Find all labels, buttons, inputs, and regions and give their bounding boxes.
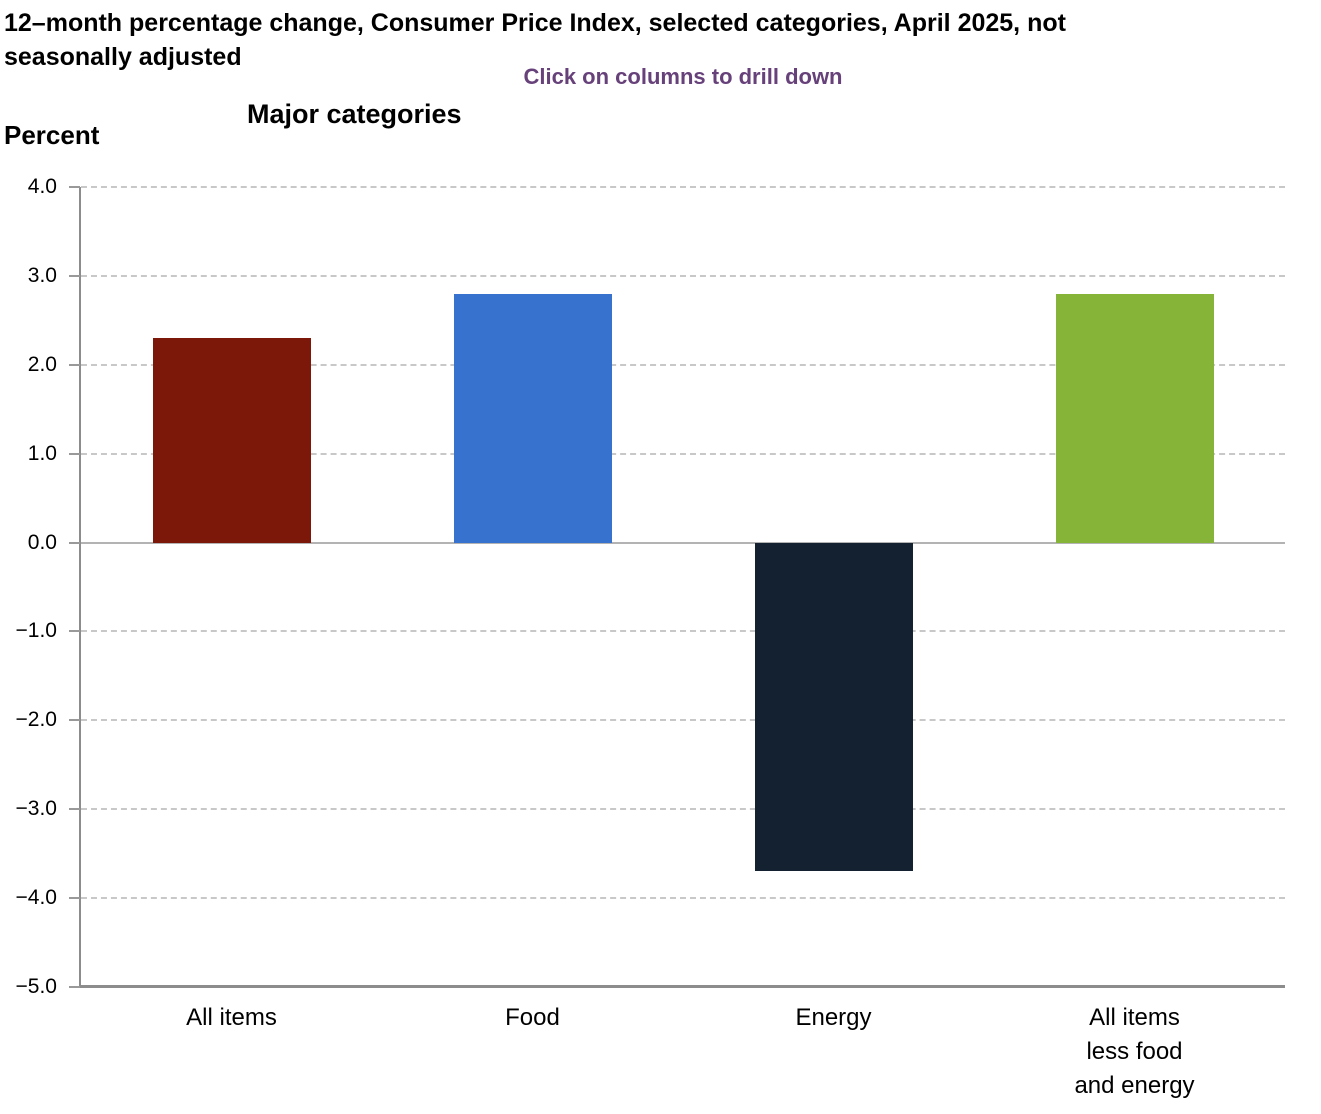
- y-axis-tick-label: 1.0: [27, 441, 57, 465]
- x-axis-label-all-items-less-food-and-energy: All items less food and energy: [1074, 1004, 1195, 1099]
- bar-all-items[interactable]: [152, 338, 311, 543]
- page-title-line-1: 12–month percentage change, Consumer Pri…: [4, 9, 1066, 37]
- x-axis-bottom-line: [79, 985, 1285, 988]
- bar-all-items-less-food-and-energy[interactable]: [1055, 293, 1214, 543]
- y-axis-tick-label: 0.0: [27, 530, 57, 554]
- plot-area: [79, 186, 1285, 988]
- gridline: [81, 186, 1285, 188]
- gridline: [81, 452, 1285, 455]
- bar-food[interactable]: [453, 293, 612, 543]
- y-axis-tick-label: −2.0: [15, 708, 57, 732]
- y-axis-tick-label: 3.0: [27, 263, 57, 287]
- y-axis-tick-label: −4.0: [15, 886, 57, 910]
- page-title-line-2: seasonally adjusted: [4, 43, 242, 71]
- gridline: [81, 719, 1285, 722]
- gridline: [81, 808, 1285, 811]
- page-title: 12–month percentage change, Consumer Pri…: [4, 6, 1066, 74]
- gridline: [81, 630, 1285, 633]
- y-axis-unit-label: Percent: [4, 120, 100, 150]
- gridline: [81, 274, 1285, 277]
- x-axis-label-energy: Energy: [795, 1004, 872, 1031]
- drilldown-hint: Click on columns to drill down: [523, 64, 843, 89]
- gridline: [81, 363, 1285, 366]
- zero-gridline: [81, 541, 1285, 544]
- x-axis-label-food: Food: [505, 1004, 560, 1031]
- gridline: [81, 897, 1285, 900]
- y-axis-tick-label: −5.0: [15, 975, 57, 998]
- chart-title: Major categories: [247, 99, 462, 129]
- y-axis-tick-label: −3.0: [15, 797, 57, 821]
- y-axis-tick-label: 2.0: [27, 352, 57, 376]
- x-axis-label-all-items: All items: [186, 1004, 277, 1031]
- y-axis-line: [79, 187, 81, 987]
- y-axis-tick-label: 4.0: [27, 175, 57, 198]
- y-axis-tick-label: −1.0: [15, 619, 57, 643]
- bar-energy[interactable]: [754, 542, 913, 872]
